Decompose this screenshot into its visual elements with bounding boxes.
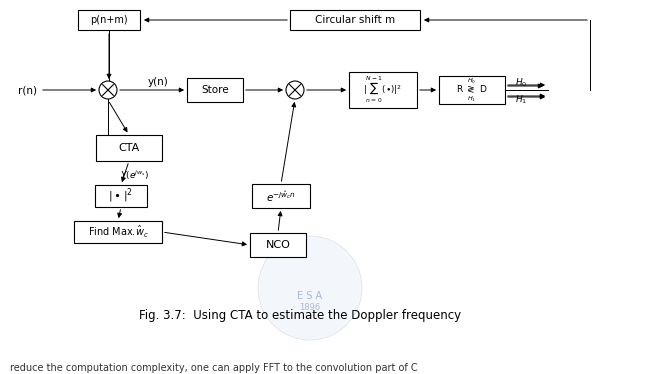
Text: p(n+m): p(n+m) [90, 15, 128, 25]
Bar [252, 184, 310, 208]
Text: NCO: NCO [266, 240, 290, 250]
Circle shape [99, 81, 117, 99]
Text: $H_0$: $H_0$ [515, 77, 527, 89]
Text: R $\underset{H_1}{\overset{H_0}{\gtrless}}$ D: R $\underset{H_1}{\overset{H_0}{\gtrless… [456, 76, 488, 104]
Bar [78, 10, 140, 30]
Bar [96, 135, 162, 161]
Text: reduce the computation complexity, one can apply FFT to the convolution part of : reduce the computation complexity, one c… [10, 363, 418, 373]
Bar [95, 185, 147, 207]
Circle shape [258, 236, 362, 340]
Bar [250, 233, 306, 257]
Text: r(n): r(n) [18, 85, 37, 95]
Text: $|\sum_{n=0}^{N-1}(\bullet)|^2$: $|\sum_{n=0}^{N-1}(\bullet)|^2$ [364, 75, 403, 105]
Text: $Y(e^{jw_s})$: $Y(e^{jw_s})$ [120, 168, 149, 182]
Bar [187, 78, 243, 102]
Text: Fig. 3.7:  Using CTA to estimate the Doppler frequency: Fig. 3.7: Using CTA to estimate the Dopp… [139, 309, 461, 322]
Text: $e^{-j\hat{w}_c n}$: $e^{-j\hat{w}_c n}$ [266, 188, 296, 204]
Bar [349, 72, 417, 108]
Text: y(n): y(n) [148, 77, 169, 87]
Text: E S A: E S A [298, 291, 322, 301]
Text: $H_1$: $H_1$ [515, 94, 527, 106]
Text: Circular shift m: Circular shift m [315, 15, 395, 25]
Bar [439, 76, 505, 104]
Text: $|\bullet|^2$: $|\bullet|^2$ [109, 187, 133, 205]
Circle shape [286, 81, 304, 99]
Bar [290, 10, 420, 30]
Text: CTA: CTA [118, 143, 139, 153]
Text: Store: Store [201, 85, 229, 95]
Bar [74, 221, 162, 243]
Text: 1896: 1896 [300, 303, 320, 313]
Text: Find Max.$\hat{w}_c$: Find Max.$\hat{w}_c$ [88, 224, 148, 240]
